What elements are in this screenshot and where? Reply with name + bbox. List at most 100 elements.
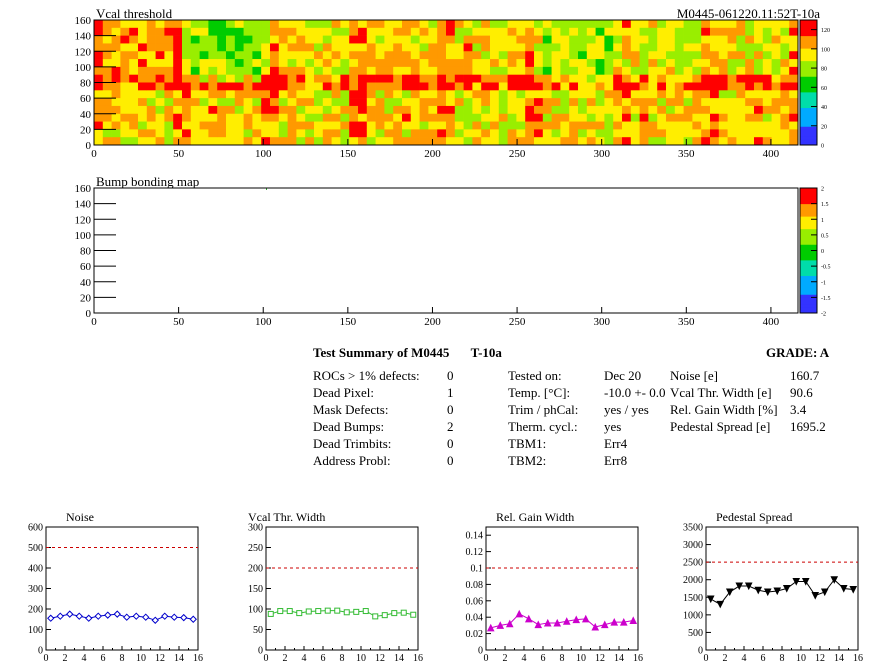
heatmap-cell	[129, 66, 139, 75]
y-tick-label: 140	[75, 31, 92, 43]
heatmap-cell	[208, 51, 218, 60]
defect-label: Dead Bumps:	[313, 419, 385, 434]
data-point	[381, 612, 388, 619]
defect-value: 0	[447, 402, 454, 417]
heatmap-cell	[745, 43, 755, 52]
heatmap-cell	[657, 27, 667, 36]
heatmap-cell	[507, 43, 517, 52]
palette-swatch	[800, 123, 817, 127]
heatmap-cell	[199, 74, 209, 83]
heatmap-cell	[789, 51, 799, 60]
heatmap-cell	[199, 20, 209, 29]
heatmap-cell	[340, 27, 350, 36]
heatmap-cell	[780, 121, 790, 130]
heatmap-cell	[173, 105, 183, 115]
palette-swatch	[800, 269, 817, 273]
heatmap-cell	[578, 113, 588, 122]
heatmap-cell	[182, 43, 192, 52]
heatmap-cell	[516, 129, 526, 138]
heatmap-cell	[366, 27, 376, 36]
heatmap-cell	[278, 43, 288, 52]
heatmap-cell	[736, 43, 746, 52]
y-tick-label: 2500	[683, 558, 703, 569]
heatmap-cell	[384, 35, 394, 44]
heatmap-cell	[551, 43, 561, 52]
heatmap-cell	[331, 98, 341, 107]
heatmap-cell	[481, 113, 491, 122]
heatmap-cell	[111, 105, 121, 115]
heatmap-cell	[490, 113, 500, 122]
heatmap-cell	[270, 113, 280, 122]
heatmap-cell	[375, 59, 385, 68]
heatmap-cell	[173, 43, 183, 52]
heatmap-cell	[507, 35, 517, 44]
heatmap-cell	[182, 98, 192, 107]
heatmap-cell	[428, 98, 438, 107]
heatmap-cell	[622, 59, 632, 68]
heatmap-cell	[639, 137, 649, 146]
heatmap-cell	[208, 74, 218, 83]
heatmap-cell	[349, 43, 359, 52]
heatmap-cell	[234, 137, 244, 146]
heatmap-cell	[613, 90, 623, 99]
heatmap-cell	[331, 35, 341, 44]
palette-tick-label: 40	[821, 105, 827, 111]
heatmap-cell	[604, 121, 614, 130]
heatmap-cell	[534, 82, 544, 91]
palette-swatch	[800, 291, 817, 295]
data-point	[600, 620, 609, 629]
heatmap-cell	[384, 20, 394, 29]
data-point	[180, 613, 188, 622]
heatmap-cell	[120, 121, 130, 130]
heatmap-cell	[789, 43, 799, 52]
data-point	[792, 577, 801, 586]
summary-title-row: Test Summary of M0445 T-10a	[313, 344, 502, 361]
heatmap-cell	[94, 137, 104, 146]
heatmap-cell	[525, 137, 535, 146]
heatmap-cell	[314, 129, 324, 138]
heatmap-cell	[199, 129, 209, 138]
heatmap-cell	[542, 51, 552, 60]
heatmap-cell	[190, 137, 200, 146]
data-point	[170, 613, 178, 621]
heatmap-cell	[252, 121, 262, 130]
heatmap-cell	[314, 35, 324, 44]
heatmap-cell	[94, 105, 104, 115]
heatmap-cell	[340, 74, 350, 83]
heatmap-cell	[639, 59, 649, 68]
heatmap-cell	[393, 43, 403, 52]
bump-bonding-palette: -2-1.5-1-0.500.511.52	[799, 187, 831, 318]
heatmap-cell	[375, 113, 385, 122]
palette-swatch	[800, 110, 817, 115]
heatmap-cell	[639, 82, 649, 91]
heatmap-cell	[727, 20, 737, 29]
heatmap-cell	[384, 51, 394, 60]
heatmap-cell	[226, 137, 236, 146]
heatmap-cell	[630, 35, 640, 44]
y-tick-label: 3000	[683, 540, 703, 551]
heatmap-cell	[234, 43, 244, 52]
heatmap-cell	[463, 129, 473, 138]
palette-tick-label: -0.5	[821, 265, 831, 271]
data-point	[849, 586, 858, 594]
plot-title: Pedestal Spread	[716, 510, 792, 524]
x-tick-label: 8	[780, 653, 785, 664]
defect-row: Dead Trimbits: 0	[313, 435, 458, 452]
heatmap-cell	[463, 105, 473, 115]
palette-swatch	[800, 303, 817, 308]
bump-bonding-title: Bump bonding map	[96, 174, 199, 189]
x-tick-label: 400	[763, 316, 780, 328]
heatmap-cell	[745, 51, 755, 60]
heatmap-cell	[208, 129, 218, 138]
palette-swatch	[800, 259, 817, 264]
heatmap-cell	[102, 66, 112, 75]
heatmap-cell	[648, 59, 658, 68]
heatmap-cell	[437, 74, 447, 83]
heatmap-cell	[120, 105, 130, 115]
palette-swatch	[800, 213, 817, 217]
palette-tick-label: 2	[821, 187, 824, 193]
x-tick-label: 0	[704, 653, 709, 664]
data-point	[524, 614, 533, 623]
heatmap-cell	[226, 51, 236, 60]
heatmap-cell	[428, 113, 438, 122]
